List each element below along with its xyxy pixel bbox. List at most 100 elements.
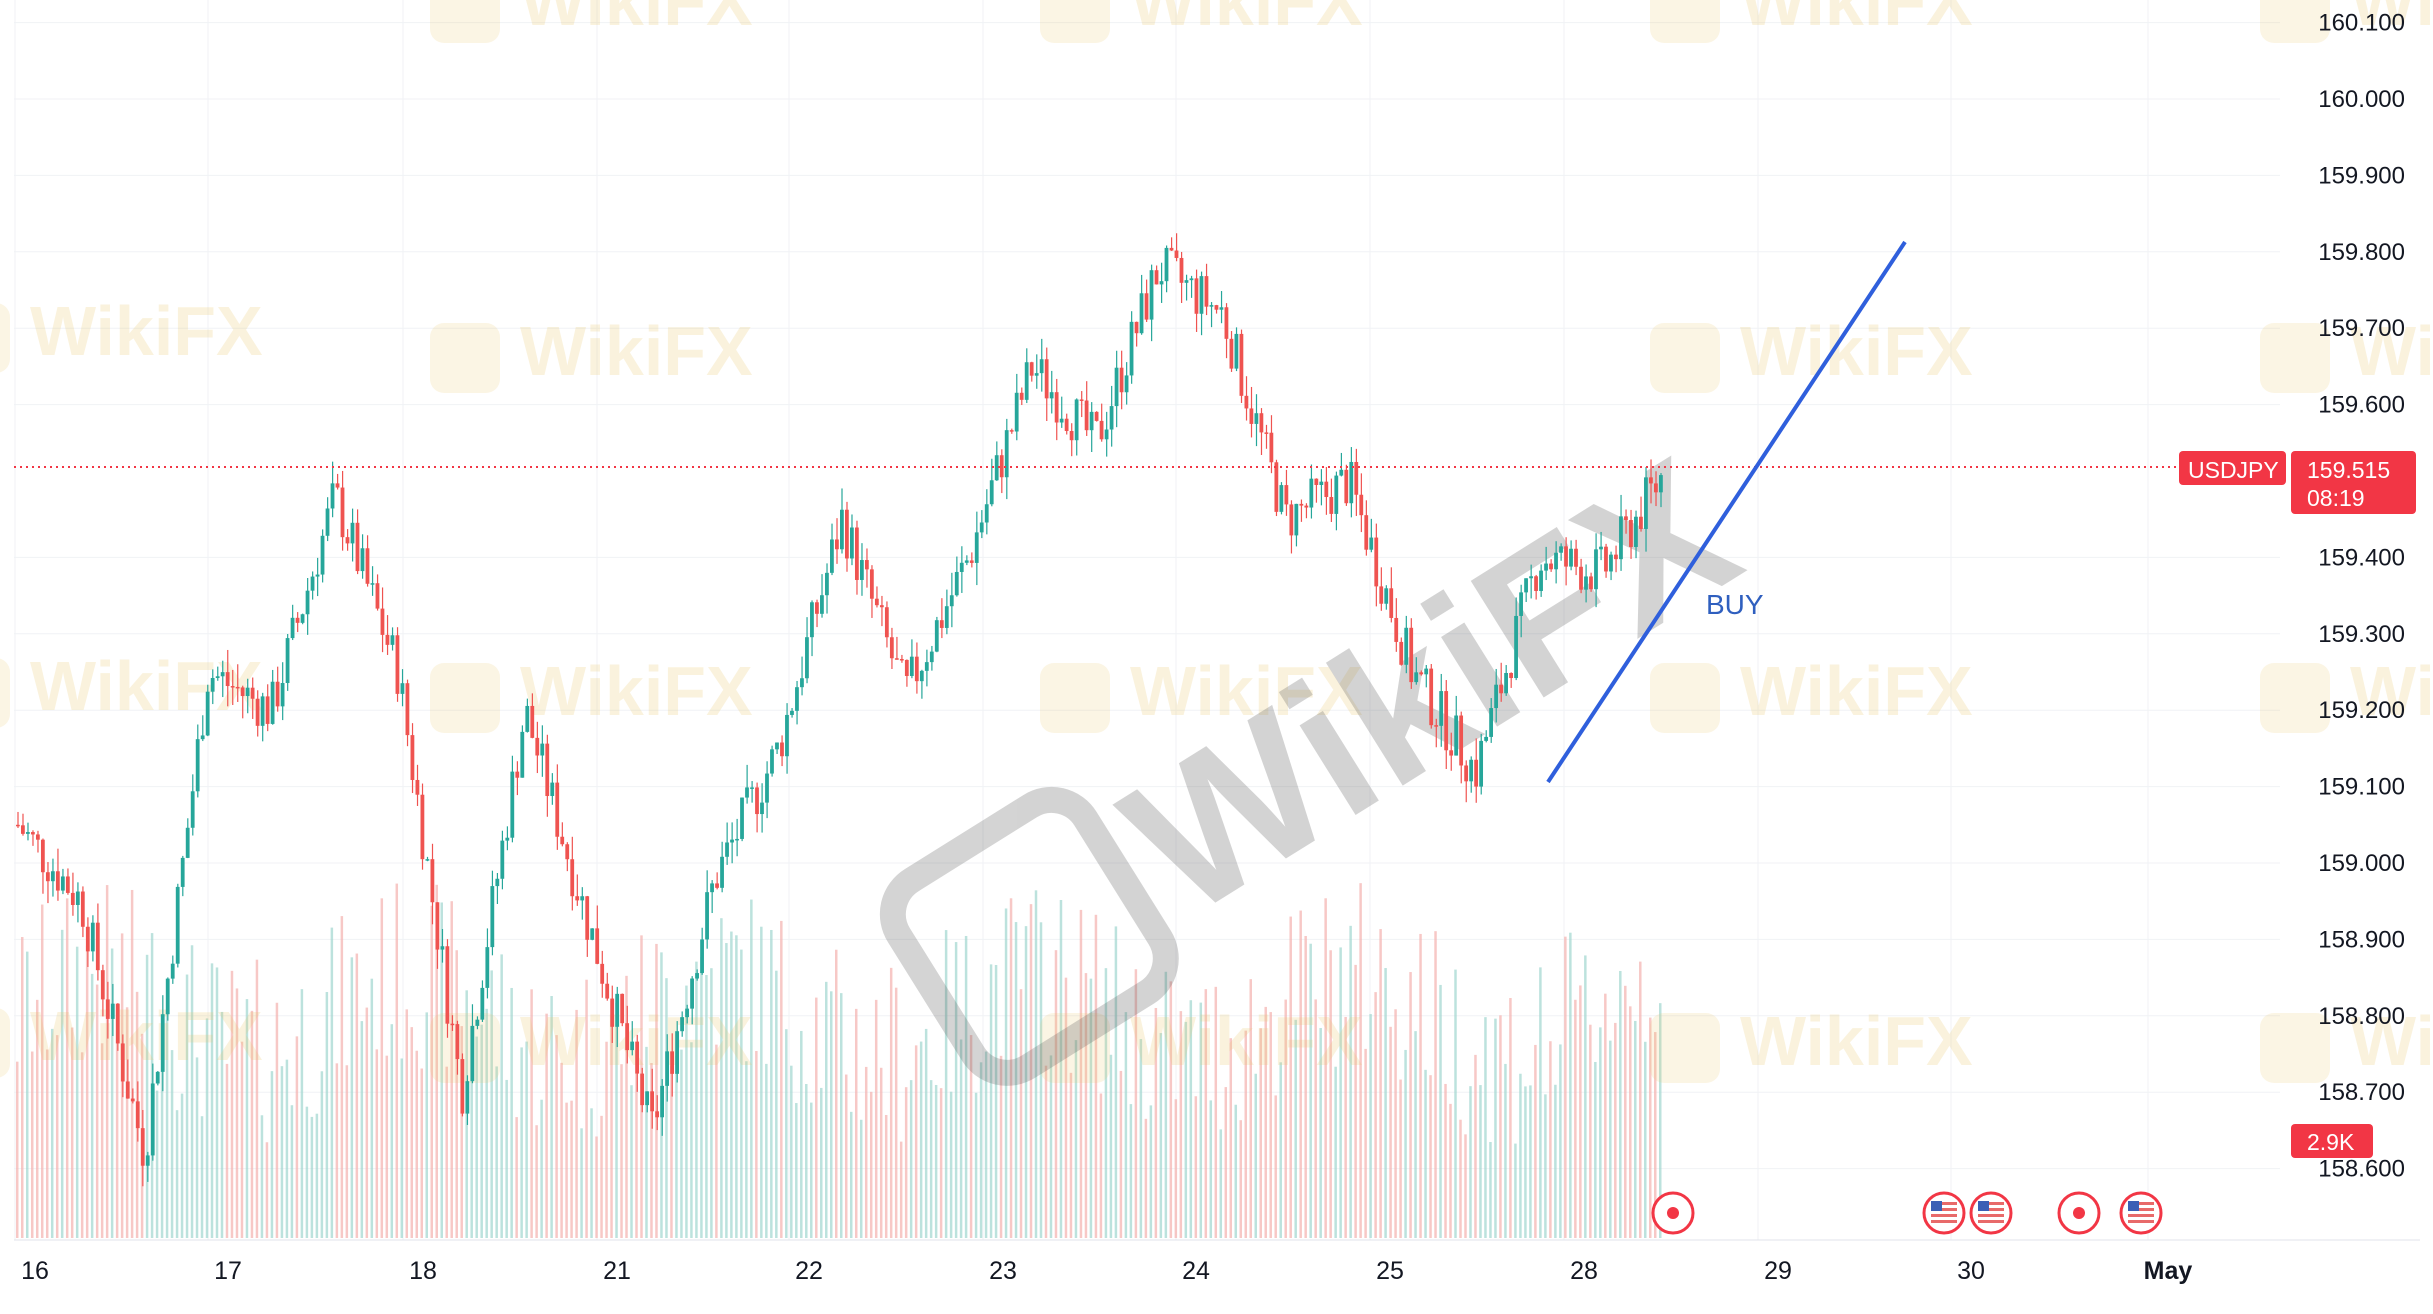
price-axis[interactable]: 160.100 160.000 159.900 159.800 159.700 159.6… (2318, 10, 2405, 1183)
candle-body (1564, 546, 1568, 567)
buy-trend-line[interactable] (1546, 240, 1907, 784)
candle-body (1544, 563, 1548, 571)
volume-bar (780, 920, 783, 1238)
candle-body (700, 939, 704, 974)
volume-tag-value: 2.9K (2307, 1129, 2355, 1155)
volume-bar (1249, 979, 1252, 1238)
us-flag-stripe (2128, 1208, 2154, 1211)
us-flag-stripe (1978, 1214, 2004, 1217)
candle-body (180, 857, 185, 887)
watermark-text: WikiFX (2350, 652, 2433, 730)
candle-body (1144, 293, 1149, 320)
candle-body (1029, 362, 1034, 376)
volume-bar (1144, 1118, 1148, 1238)
volume-bar (1059, 900, 1063, 1238)
candle-body (565, 844, 570, 860)
candle-body (1619, 516, 1623, 560)
volume-bar (330, 927, 334, 1238)
us-flag-canton-icon (2128, 1201, 2139, 1211)
volume-bar (879, 1067, 883, 1238)
watermark-logo-icon (0, 658, 10, 728)
candle-body (899, 658, 904, 661)
last-price-value: 159.515 (2307, 457, 2390, 483)
volume-bar (1294, 1019, 1297, 1238)
volume-bar (1074, 1040, 1078, 1238)
candle-body (160, 1014, 165, 1072)
candle-body (1369, 537, 1374, 550)
volume-bar (1494, 1018, 1497, 1238)
volume-bar (1164, 971, 1168, 1238)
volume-bar (1519, 1073, 1522, 1238)
candle-body (1519, 592, 1523, 616)
volume-bar (475, 1036, 478, 1238)
candle-body (1334, 475, 1339, 514)
candle-body (1459, 715, 1464, 766)
candle-body (725, 842, 729, 857)
event-marker-icon[interactable] (1969, 1191, 2013, 1235)
volume-bar (115, 1003, 119, 1238)
volume-bar (1284, 999, 1287, 1238)
economic-events[interactable] (1651, 1191, 2163, 1235)
volume-bar (1619, 970, 1622, 1238)
candle-body (685, 1008, 689, 1018)
volume-bar (625, 975, 628, 1238)
volume-bar (1114, 926, 1118, 1238)
symbol-tag[interactable] (2179, 451, 2286, 485)
event-marker-icon[interactable] (2119, 1191, 2163, 1235)
volume-bar (1209, 1100, 1213, 1238)
volume-bar (620, 1064, 623, 1238)
volume-bar (590, 1108, 593, 1238)
volume-bar (954, 942, 958, 1238)
candle-body (1324, 481, 1329, 498)
candle-body (650, 1091, 655, 1112)
candle-body (859, 560, 864, 580)
candle-body (610, 998, 615, 1027)
candle-body (904, 659, 909, 676)
watermark-text: WikiFX (1130, 1002, 1363, 1080)
volume-bar (1384, 968, 1387, 1238)
candle-body (1354, 461, 1359, 495)
volume-bar (1159, 1033, 1163, 1238)
volume-bar (999, 1055, 1003, 1238)
watermark-text: WikiFX (30, 292, 263, 370)
candle-body (780, 742, 784, 757)
candle-body (1484, 736, 1489, 741)
volume-bar (100, 1043, 104, 1238)
candle-body (585, 896, 590, 940)
candle-body (1359, 494, 1364, 516)
event-marker-icon[interactable] (1922, 1191, 1966, 1235)
volume-bar (85, 945, 89, 1238)
volume-bar (240, 1041, 244, 1238)
candle-body (929, 651, 934, 663)
buy-annotation[interactable]: BUY (1706, 589, 1764, 620)
candle-body (390, 635, 395, 645)
time-axis[interactable]: 16 17 18 21 22 23 24 25 28 29 30 May (21, 1257, 2192, 1285)
candle-body (1064, 418, 1069, 432)
candle-body (954, 571, 959, 596)
volume-bars (16, 883, 1662, 1238)
candle-body (1229, 338, 1234, 369)
candle-body (590, 928, 595, 940)
volume-bar (295, 1036, 299, 1238)
volume-bar (460, 1026, 463, 1238)
candle-body (215, 676, 220, 679)
candle-body (1249, 408, 1254, 424)
candle-body (620, 993, 625, 1024)
volume-bar (380, 898, 384, 1238)
volume-bar (934, 1084, 938, 1238)
volume-bar (969, 1035, 973, 1238)
watermark-text: WikiFX (1130, 0, 1363, 40)
candle-body (1299, 503, 1304, 506)
volume-bar (1464, 1134, 1467, 1238)
candle-body (420, 794, 425, 860)
countdown-timer: 08:19 (2307, 485, 2365, 511)
candle-body (815, 602, 819, 614)
candle-body (535, 737, 540, 756)
watermark-logo-icon (1040, 1013, 1110, 1083)
volume-bar (770, 929, 773, 1238)
volume-bar (730, 931, 733, 1238)
candle-body (805, 637, 809, 679)
candle-body (640, 1073, 645, 1106)
volume-bar (1304, 936, 1307, 1238)
